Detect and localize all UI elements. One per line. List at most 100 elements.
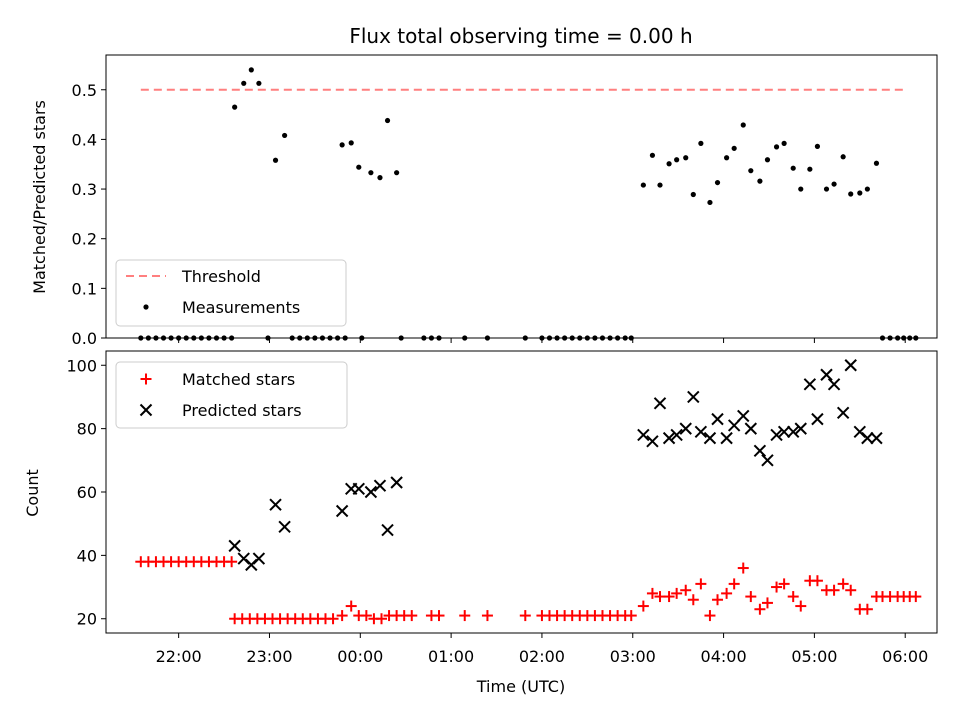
predicted-star-point (381, 523, 394, 537)
matched-star-point (327, 613, 339, 625)
matched-star-point (336, 610, 348, 622)
predicted-star-point (653, 397, 667, 410)
predicted-star-point (727, 419, 741, 432)
matched-star-point (861, 603, 873, 615)
measurement-point (666, 161, 672, 167)
matched-star-point (910, 591, 922, 603)
predicted-star-point (770, 428, 783, 442)
bottom-plot-frame (105, 350, 938, 634)
top-y-tick-label: 0.2 (72, 230, 97, 249)
top-y-axis-label: Matched/Predicted stars (30, 100, 49, 294)
predicted-star-point (744, 422, 758, 435)
measurement-point (707, 199, 713, 206)
measurement-point (657, 182, 663, 188)
matched-star-point (406, 610, 418, 622)
matched-star-point (845, 584, 857, 596)
measurement-point (649, 152, 656, 158)
measurement-point (864, 186, 870, 192)
predicted-star-point (637, 428, 650, 442)
matched-star-point (360, 610, 372, 622)
matched-star-point (481, 610, 493, 622)
measurement-point (272, 157, 279, 163)
x-tick-label: 04:00 (701, 647, 747, 666)
predicted-star-point (753, 444, 767, 458)
matched-star-point (728, 578, 740, 590)
legend-predicted-swatch (139, 403, 153, 417)
matched-star-point (737, 562, 749, 574)
measurement-point (757, 178, 763, 184)
matched-star-point (459, 610, 471, 622)
predicted-star-point (335, 504, 349, 518)
bottom-y-axis-label: Count (23, 469, 42, 517)
bottom-y-tick-label: 20 (77, 610, 97, 629)
measurement-point (698, 140, 704, 146)
matched-star-point (795, 600, 807, 612)
measurement-point (840, 154, 846, 160)
measurement-point (368, 170, 374, 176)
top-y-tick-label: 0.4 (72, 130, 97, 149)
bottom-plot: 20 40 60 80 100 22:00 23:00 00:00 01:00 02:00 03:0… (66, 350, 938, 666)
measurement-point (831, 181, 837, 187)
top-y-tick-label: 0.1 (72, 279, 97, 298)
matched-star-point (695, 578, 707, 590)
predicted-star-point (777, 425, 791, 439)
measurement-point (848, 191, 854, 197)
chart-title: Flux total observing time = 0.00 h (349, 24, 692, 48)
matched-star-point (519, 610, 531, 622)
matched-star-point (745, 591, 757, 603)
predicted-star-point (794, 422, 807, 435)
measurement-point (764, 157, 771, 163)
predicted-star-point (711, 412, 724, 426)
predicted-star-point (720, 431, 733, 445)
legend-measurements-swatch (143, 304, 149, 310)
bottom-y-tick-label: 40 (77, 546, 97, 565)
matched-star-point (828, 584, 840, 596)
predicted-star-point (761, 454, 774, 467)
measurement-point (798, 186, 804, 192)
predicted-star-point (278, 520, 291, 534)
matched-star-point (787, 591, 799, 603)
matched-star-point (637, 600, 649, 612)
measurement-point (256, 80, 262, 86)
measurement-point (377, 175, 383, 181)
measurement-point (807, 166, 813, 172)
matched-star-point (375, 613, 387, 625)
predicted-star-point (228, 539, 241, 553)
matched-star-point (671, 587, 683, 599)
measurement-point (683, 155, 689, 161)
measurement-point (674, 157, 680, 163)
predicted-star-point (352, 482, 365, 496)
matched-star-point (778, 578, 790, 590)
matched-star-point (811, 575, 823, 587)
matched-star-point (625, 610, 637, 622)
matched-star-point (704, 610, 716, 622)
legend-matched-label: Matched stars (182, 370, 295, 389)
measurement-point (740, 122, 746, 128)
predicted-star-point (662, 431, 676, 445)
top-y-tick-label: 0.3 (72, 180, 97, 199)
legend-measurements-label: Measurements (182, 298, 300, 317)
top-y-tick-label: 0.0 (72, 329, 97, 348)
predicted-star-point (252, 552, 266, 565)
x-tick-label: 22:00 (156, 647, 202, 666)
measurement-point (640, 182, 646, 188)
matched-star-point (663, 591, 675, 603)
predicted-star-point (687, 390, 700, 404)
predicted-star-point (811, 412, 824, 426)
measurement-point (232, 104, 238, 110)
x-tick-label: 02:00 (519, 647, 565, 666)
predicted-star-point (870, 431, 883, 445)
predicted-star-point (703, 431, 717, 445)
matched-star-point (754, 603, 766, 615)
measurement-point (248, 67, 254, 73)
bottom-y-tick-label: 60 (77, 483, 97, 502)
measurement-point (781, 140, 787, 146)
top-plot-frame (105, 54, 938, 339)
matched-star-point (837, 578, 849, 590)
matched-star-point (345, 600, 357, 612)
top-y-tick-label: 0.5 (72, 81, 97, 100)
predicted-star-point (820, 368, 833, 381)
predicted-star-point (861, 431, 874, 445)
legend-threshold-label: Threshold (181, 267, 261, 286)
measurement-point (773, 144, 780, 150)
